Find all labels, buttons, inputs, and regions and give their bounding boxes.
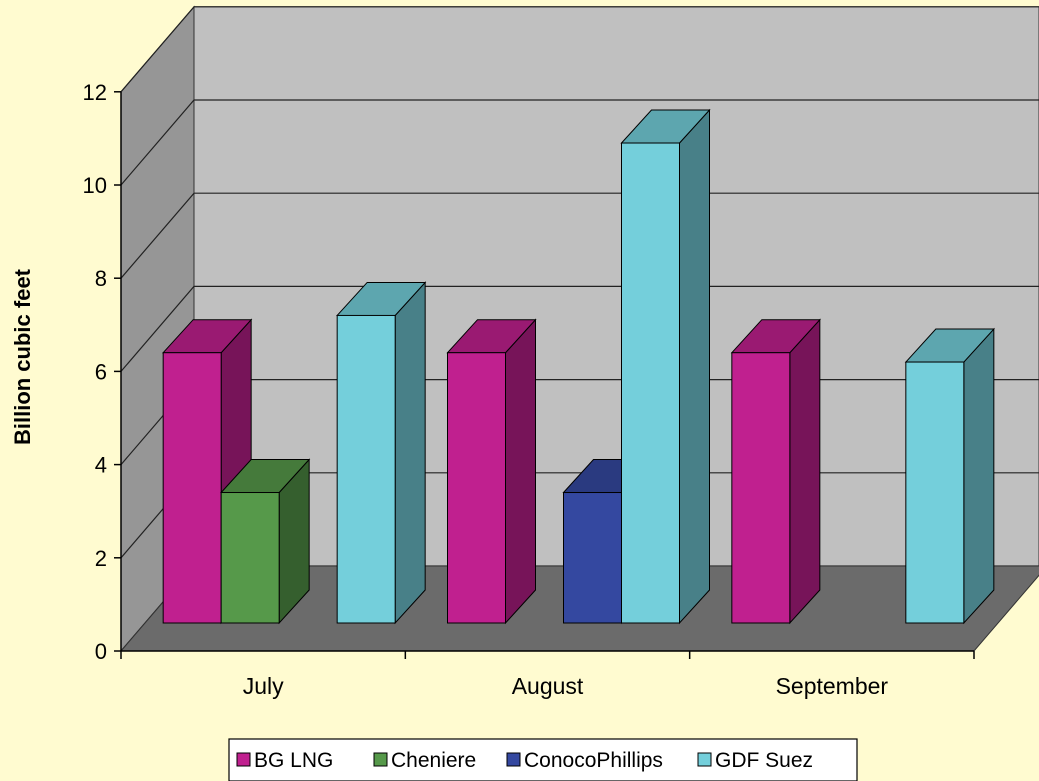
bar	[446, 318, 537, 625]
bar	[620, 108, 711, 625]
bar	[220, 458, 311, 625]
legend-swatch	[506, 752, 521, 767]
gridline	[120, 192, 1039, 279]
x-tick-label: July	[243, 673, 284, 699]
gridline	[120, 285, 1039, 372]
legend-box	[228, 738, 858, 781]
x-tick-label: September	[776, 673, 889, 699]
y-tick-label: 10	[83, 173, 107, 198]
legend-swatch	[373, 752, 388, 767]
legend-label: ConocoPhillips	[524, 749, 663, 772]
legend-label: BG LNG	[254, 749, 333, 772]
y-axis: 0 2 4 6 8 10 12	[83, 80, 122, 664]
y-tick-label: 4	[95, 453, 107, 478]
x-axis: July August September	[120, 650, 975, 699]
legend-swatch	[236, 752, 251, 767]
y-tick-label: 6	[95, 359, 107, 384]
gridline	[120, 99, 1039, 186]
y-tick-label: 0	[95, 639, 107, 664]
y-axis-label: Billion cubic feet	[10, 268, 35, 445]
legend-label: GDF Suez	[715, 749, 813, 772]
legend-swatch	[697, 752, 712, 767]
y-tick-label: 12	[83, 80, 107, 105]
legend-label: Cheniere	[391, 749, 476, 772]
y-tick-label: 8	[95, 266, 107, 291]
y-tick-label: 2	[95, 546, 107, 571]
bar	[904, 327, 995, 625]
x-tick-label: August	[512, 673, 584, 699]
bar	[336, 281, 427, 625]
bars	[162, 108, 995, 625]
legend: BG LNG Cheniere ConocoPhillips GDF Suez	[228, 738, 858, 781]
gridline	[120, 6, 1039, 93]
bar	[730, 318, 821, 625]
